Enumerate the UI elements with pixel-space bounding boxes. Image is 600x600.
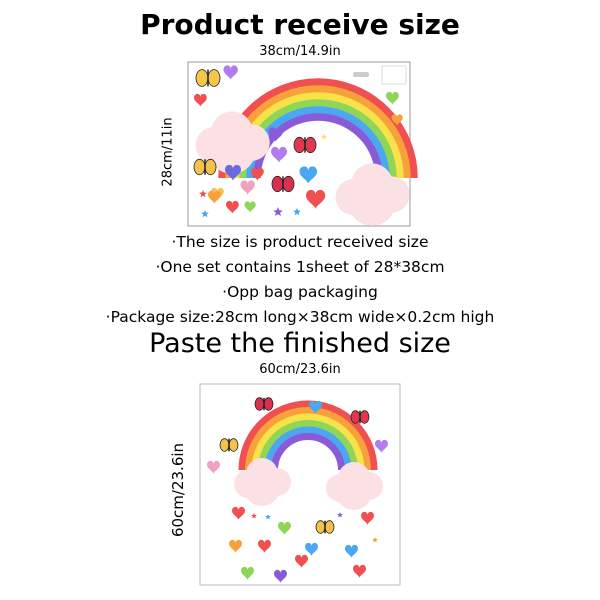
heart	[258, 539, 271, 553]
butterfly-wing	[324, 520, 335, 534]
heart	[268, 127, 283, 142]
rainbow-band	[245, 407, 371, 471]
sheet-thumb	[381, 65, 407, 85]
cloud	[348, 179, 396, 226]
note: ·The size is product received size	[171, 233, 429, 251]
heart	[386, 91, 399, 105]
star	[265, 514, 271, 520]
heart	[305, 542, 318, 556]
butterfly-wing	[204, 158, 217, 176]
heart	[241, 566, 254, 580]
rainbow-band	[251, 413, 365, 471]
heart	[240, 180, 255, 195]
butterfly-wing	[282, 175, 295, 193]
section-title: Paste the finished size	[149, 328, 451, 359]
height-label: 28cm/11in	[160, 117, 176, 187]
heart	[274, 569, 287, 583]
star	[251, 513, 257, 519]
heart	[225, 164, 241, 181]
star	[201, 210, 209, 218]
butterfly-wing	[271, 175, 284, 193]
butterfly-wing	[263, 397, 274, 411]
star	[273, 207, 283, 216]
heart	[353, 564, 366, 578]
rainbow-band	[264, 426, 352, 471]
cloud	[336, 474, 372, 510]
heart	[251, 167, 264, 181]
cloud	[244, 470, 280, 506]
note: ·Opp bag packaging	[222, 283, 378, 301]
rainbow-band	[271, 433, 345, 471]
heart	[208, 190, 221, 204]
height-label: 60cm/23.6in	[169, 442, 187, 538]
butterfly-wing	[193, 158, 206, 176]
butterfly-wing	[254, 397, 265, 411]
heart	[309, 400, 322, 414]
heart	[271, 146, 287, 163]
heart	[226, 200, 239, 214]
heart	[306, 189, 326, 210]
star	[337, 512, 343, 518]
butterfly-wing	[304, 136, 317, 154]
butterfly-wing	[219, 438, 230, 452]
butterfly-wing	[350, 410, 361, 424]
heart	[278, 521, 291, 535]
heart	[207, 460, 220, 474]
butterfly-wing	[228, 438, 239, 452]
note: ·One set contains 1sheet of 28*38cm	[155, 258, 445, 276]
star	[293, 208, 301, 216]
width-label: 38cm/14.9in	[259, 44, 341, 59]
heart	[229, 539, 242, 553]
butterfly-wing	[315, 520, 326, 534]
width-label: 60cm/23.6in	[259, 362, 341, 377]
butterfly-wing	[359, 410, 370, 424]
rainbow-band	[258, 420, 358, 471]
butterfly-wing	[207, 69, 221, 87]
heart	[361, 511, 374, 525]
heart	[232, 506, 245, 520]
butterfly-wing	[195, 69, 209, 87]
star	[372, 537, 378, 543]
butterfly-wing	[293, 136, 306, 154]
heart	[244, 201, 256, 213]
note: ·Package size:28cm long×38cm wide×0.2cm …	[105, 308, 495, 326]
heart	[375, 439, 388, 453]
section-title: Product receive size	[140, 8, 460, 41]
star	[199, 190, 207, 198]
heart	[295, 554, 308, 568]
heart	[391, 114, 403, 126]
heart	[345, 544, 358, 558]
cloud	[208, 126, 256, 174]
heart	[223, 65, 238, 80]
sheet-tag	[353, 72, 369, 77]
heart	[194, 93, 207, 107]
star	[321, 134, 327, 140]
rainbow-band	[238, 400, 378, 471]
heart	[299, 166, 318, 185]
